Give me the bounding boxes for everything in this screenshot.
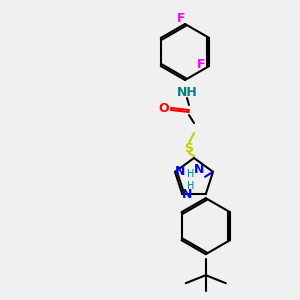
Text: S: S [184, 142, 194, 154]
Text: F: F [177, 11, 185, 25]
Text: O: O [159, 101, 169, 115]
Text: H
H: H H [187, 169, 195, 190]
Text: N: N [175, 165, 185, 178]
Text: N: N [194, 163, 204, 176]
Text: NH: NH [177, 85, 197, 98]
Text: F: F [197, 58, 206, 70]
Text: N: N [182, 188, 192, 201]
